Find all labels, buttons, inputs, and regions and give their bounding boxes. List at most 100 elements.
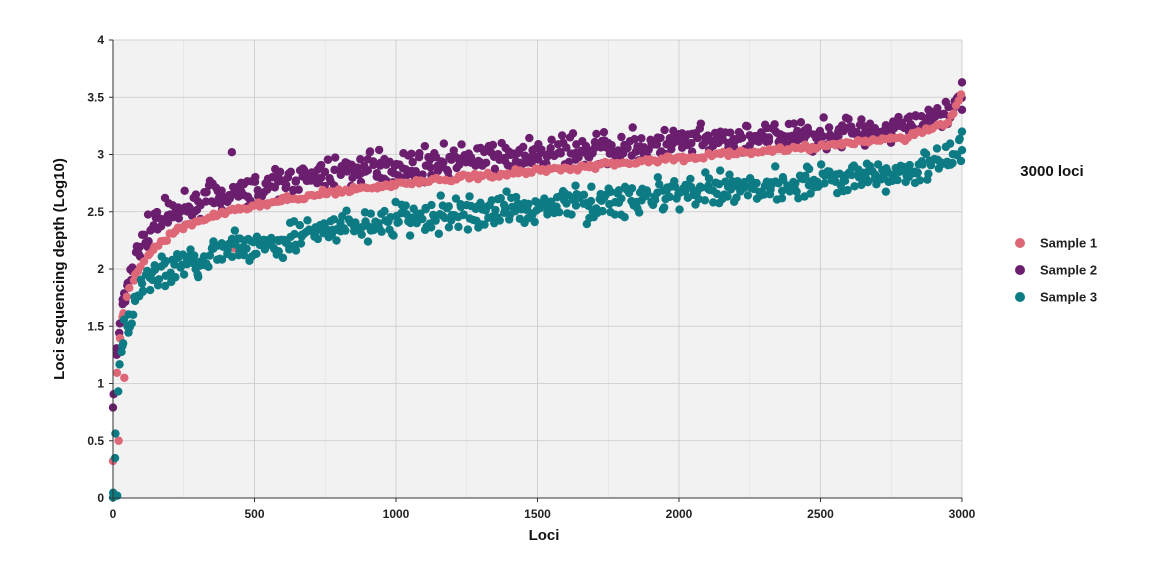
data-point bbox=[323, 155, 333, 164]
data-point bbox=[227, 148, 237, 157]
data-point bbox=[789, 119, 799, 128]
data-point bbox=[670, 182, 680, 191]
data-point bbox=[135, 242, 144, 252]
data-point bbox=[114, 387, 123, 396]
data-point bbox=[127, 319, 136, 328]
data-point bbox=[120, 373, 129, 382]
series-sample-1 bbox=[108, 90, 966, 466]
data-point bbox=[653, 173, 663, 182]
data-point bbox=[405, 231, 415, 240]
data-point bbox=[913, 168, 923, 177]
data-point bbox=[598, 206, 607, 216]
data-point bbox=[555, 207, 564, 217]
legend-label: Sample 1 bbox=[1040, 236, 1097, 251]
data-point bbox=[659, 203, 669, 212]
data-point bbox=[204, 262, 213, 271]
data-point bbox=[295, 221, 305, 230]
data-point bbox=[191, 190, 201, 199]
y-tick-label: 2.5 bbox=[87, 205, 104, 219]
data-point bbox=[401, 201, 410, 210]
data-point bbox=[369, 157, 378, 166]
data-point bbox=[820, 179, 829, 188]
x-tick-label: 1000 bbox=[383, 507, 410, 521]
data-point bbox=[816, 160, 826, 169]
data-point bbox=[342, 167, 352, 176]
data-point bbox=[339, 224, 349, 233]
data-point bbox=[436, 191, 445, 200]
data-point bbox=[518, 142, 528, 152]
data-point bbox=[329, 215, 339, 224]
data-point bbox=[285, 245, 294, 254]
data-point bbox=[459, 210, 468, 219]
data-point bbox=[114, 436, 123, 445]
data-point bbox=[617, 132, 626, 142]
grid bbox=[112, 39, 963, 499]
data-point bbox=[932, 144, 942, 153]
data-point bbox=[122, 292, 132, 301]
data-point bbox=[738, 133, 747, 142]
data-point bbox=[408, 157, 417, 167]
data-point bbox=[252, 249, 261, 259]
data-point bbox=[180, 186, 189, 195]
data-point bbox=[844, 114, 853, 124]
data-point bbox=[620, 212, 629, 222]
data-point bbox=[696, 182, 705, 192]
legend: 3000 loci Sample 1 Sample 2 Sample 3 bbox=[1015, 163, 1097, 305]
data-point bbox=[650, 195, 660, 205]
data-point bbox=[571, 201, 581, 210]
data-point bbox=[824, 123, 834, 132]
data-point bbox=[332, 236, 341, 245]
data-point bbox=[294, 185, 303, 194]
data-point bbox=[905, 160, 914, 170]
data-point bbox=[488, 140, 498, 150]
data-point bbox=[217, 255, 227, 264]
data-point bbox=[893, 175, 902, 185]
data-point bbox=[726, 128, 735, 137]
data-point bbox=[660, 125, 669, 135]
data-point bbox=[112, 368, 122, 378]
tick-labels: 0 500 1000 1500 2000 2500 3000 0 0.5 1 1.5 2 2.5 3 3.5… bbox=[87, 33, 975, 521]
data-point bbox=[920, 148, 929, 157]
data-point bbox=[113, 491, 122, 500]
data-point bbox=[342, 206, 351, 215]
data-point bbox=[765, 190, 775, 199]
data-point bbox=[957, 78, 967, 87]
data-point bbox=[143, 210, 153, 219]
data-point bbox=[427, 200, 436, 210]
data-point bbox=[194, 272, 203, 282]
data-point bbox=[675, 205, 684, 214]
data-point bbox=[617, 194, 626, 203]
data-point bbox=[303, 216, 312, 225]
data-point bbox=[665, 192, 674, 202]
data-point bbox=[726, 185, 736, 194]
data-point bbox=[628, 123, 637, 132]
data-point bbox=[614, 186, 624, 195]
data-point bbox=[117, 347, 126, 357]
data-point bbox=[956, 156, 966, 166]
data-point bbox=[701, 168, 710, 177]
y-tick-label: 1.5 bbox=[87, 319, 104, 333]
y-tick-label: 0 bbox=[97, 491, 104, 505]
data-point bbox=[442, 165, 452, 175]
data-point bbox=[568, 129, 578, 138]
data-point bbox=[957, 127, 967, 136]
data-point bbox=[847, 170, 856, 180]
data-point bbox=[835, 169, 844, 178]
data-point bbox=[393, 218, 402, 227]
data-point bbox=[699, 154, 708, 163]
data-point bbox=[547, 135, 556, 145]
data-point bbox=[487, 196, 496, 205]
data-point bbox=[804, 164, 814, 174]
data-point bbox=[267, 233, 276, 243]
data-point bbox=[741, 121, 751, 131]
data-point bbox=[712, 189, 722, 199]
data-point bbox=[543, 210, 552, 219]
data-point bbox=[275, 167, 285, 177]
data-point bbox=[791, 179, 800, 188]
data-point bbox=[743, 191, 753, 200]
x-tick-label: 1500 bbox=[524, 507, 551, 521]
data-point bbox=[162, 236, 172, 245]
data-point bbox=[418, 214, 427, 224]
legend-marker bbox=[1015, 265, 1025, 275]
data-point bbox=[144, 237, 153, 246]
